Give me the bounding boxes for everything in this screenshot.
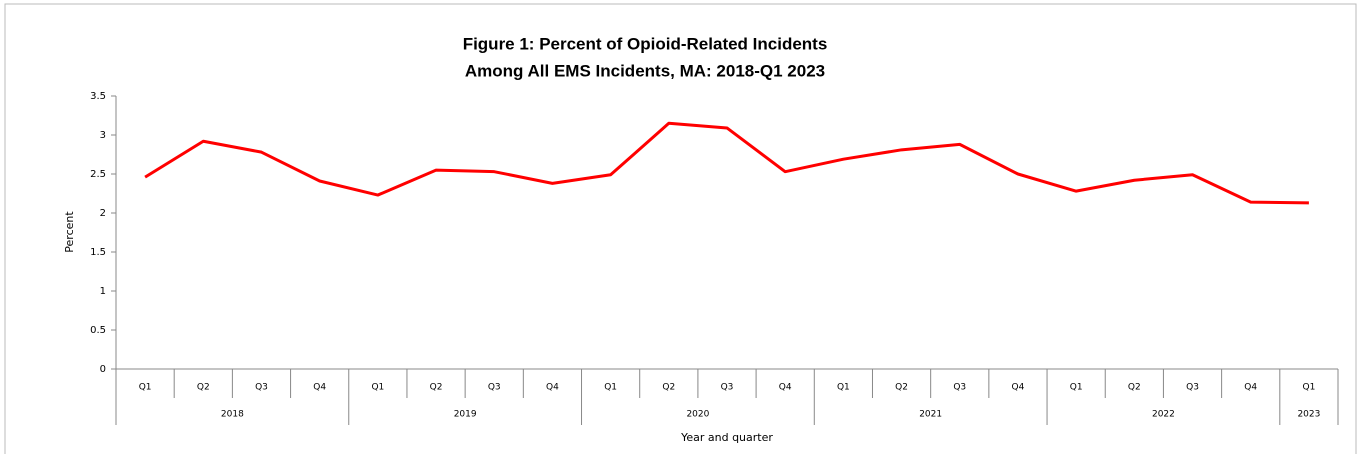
x-group-label: 2023 [1297, 410, 1320, 420]
x-tick-label: Q3 [953, 383, 966, 393]
x-tick-label: Q2 [1128, 383, 1141, 393]
x-tick-label: Q3 [721, 383, 734, 393]
x-axis-label: Year and quarter [680, 431, 773, 444]
x-tick-label: Q1 [139, 383, 152, 393]
x-tick-label: Q2 [197, 383, 210, 393]
x-tick-label: Q2 [895, 383, 908, 393]
x-tick-label: Q3 [488, 383, 501, 393]
x-tick-label: Q1 [604, 383, 617, 393]
x-tick-label: Q3 [1186, 383, 1199, 393]
x-tick-label: Q4 [1244, 383, 1257, 393]
x-tick-label: Q4 [779, 383, 792, 393]
y-tick-label: 0.5 [90, 325, 106, 336]
y-tick-label: 2 [100, 208, 106, 219]
y-tick-label: 2.5 [90, 169, 106, 180]
x-tick-label: Q4 [546, 383, 559, 393]
data-line [144, 121, 1309, 205]
x-tick-label: Q4 [1012, 383, 1025, 393]
x-group-label: 2020 [686, 410, 709, 420]
x-tick-label: Q2 [662, 383, 675, 393]
chart-title: Figure 1: Percent of Opioid-Related Inci… [463, 34, 828, 53]
chart-title: Among All EMS Incidents, MA: 2018-Q1 202… [465, 61, 825, 80]
x-group-label: 2021 [919, 410, 942, 420]
y-axis-label: Percent [63, 211, 76, 253]
x-tick-label: Q2 [430, 383, 443, 393]
y-tick-label: 3.5 [90, 91, 106, 102]
x-tick-label: Q1 [1302, 383, 1315, 393]
x-tick-label: Q3 [255, 383, 268, 393]
x-group-label: 2019 [454, 410, 477, 420]
x-tick-label: Q1 [371, 383, 384, 393]
x-tick-label: Q4 [313, 383, 326, 393]
x-group-label: 2022 [1152, 410, 1175, 420]
x-group-label: 2018 [221, 410, 244, 420]
y-tick-label: 1 [100, 286, 106, 297]
chart-frame [4, 3, 1357, 454]
y-tick-label: 1.5 [90, 247, 106, 258]
x-tick-label: Q1 [1070, 383, 1083, 393]
y-tick-label: 0 [100, 364, 106, 375]
x-tick-label: Q1 [837, 383, 850, 393]
y-tick-label: 3 [100, 130, 106, 141]
